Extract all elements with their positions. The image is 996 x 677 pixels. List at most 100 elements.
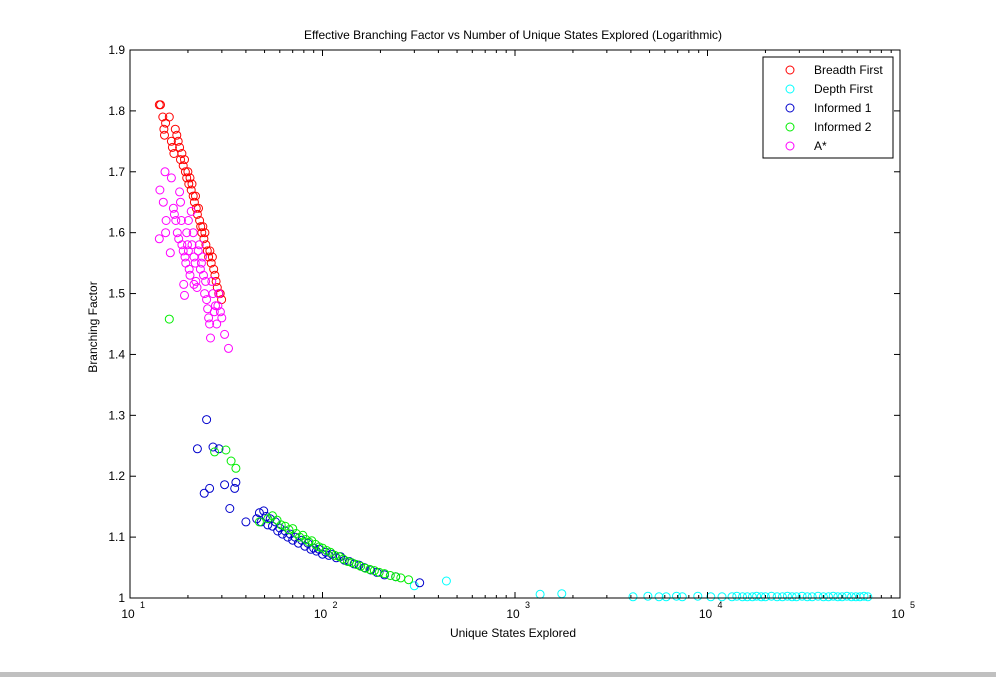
legend-label: Informed 2 — [814, 120, 872, 134]
data-point — [231, 463, 241, 473]
data-point — [156, 100, 165, 110]
x-tick-exponent: 2 — [333, 600, 338, 610]
data-point — [192, 444, 202, 454]
data-point — [201, 240, 211, 250]
data-point — [176, 197, 185, 207]
data-point — [818, 592, 828, 602]
data-point — [356, 561, 366, 571]
data-point — [259, 506, 269, 516]
data-point — [161, 216, 171, 225]
data-point — [198, 222, 208, 232]
data-point — [706, 592, 716, 602]
data-point — [166, 173, 176, 183]
data-point — [177, 149, 187, 158]
data-point — [155, 185, 165, 195]
series-3 — [164, 314, 414, 585]
data-point — [207, 252, 217, 262]
data-point — [391, 572, 401, 582]
data-point — [351, 560, 361, 569]
data-point — [369, 566, 379, 576]
x-tick-label: 10 — [699, 607, 713, 621]
data-point — [654, 592, 664, 602]
data-point — [366, 565, 376, 575]
data-point — [177, 240, 187, 250]
data-point — [374, 567, 384, 577]
data-point — [837, 592, 847, 602]
data-point — [797, 591, 807, 601]
data-point — [224, 343, 233, 353]
chart-title: Effective Branching Factor vs Number of … — [304, 28, 722, 42]
x-tick-label: 10 — [314, 607, 328, 621]
data-point — [189, 197, 199, 207]
data-point — [643, 591, 653, 601]
data-point — [717, 592, 727, 602]
data-point — [415, 578, 425, 588]
data-point — [181, 258, 191, 268]
x-tick-exponent: 5 — [910, 600, 915, 610]
data-point — [301, 535, 311, 544]
data-point — [792, 592, 801, 602]
data-point — [206, 333, 215, 343]
data-point — [360, 563, 370, 573]
data-point — [185, 173, 195, 183]
data-point — [628, 592, 638, 602]
data-point — [190, 258, 200, 268]
data-point — [170, 124, 180, 134]
data-point — [191, 276, 201, 286]
data-point — [207, 276, 217, 286]
data-point — [175, 142, 185, 152]
data-point — [807, 592, 817, 602]
data-point — [359, 563, 369, 573]
data-point — [206, 258, 216, 268]
data-point — [738, 592, 747, 602]
x-tick-label: 10 — [121, 607, 135, 621]
data-point — [180, 167, 190, 177]
y-axis-label: Branching Factor — [86, 281, 100, 372]
legend-label: Informed 1 — [814, 101, 872, 115]
data-point — [285, 529, 295, 539]
x-tick-exponent: 4 — [718, 600, 723, 610]
y-tick-label: 1 — [118, 591, 125, 605]
data-point — [199, 270, 208, 280]
series-4 — [154, 167, 233, 353]
data-point — [221, 445, 231, 455]
data-point — [196, 258, 206, 268]
y-tick-label: 1.5 — [108, 287, 125, 301]
data-point — [158, 112, 168, 122]
data-point — [171, 216, 181, 225]
data-point — [343, 557, 353, 566]
data-point — [396, 573, 406, 583]
data-point — [187, 240, 197, 250]
data-point — [160, 130, 169, 140]
data-point — [200, 228, 210, 238]
data-point — [677, 592, 687, 602]
data-point — [254, 508, 264, 518]
data-point — [183, 216, 193, 225]
data-point — [283, 532, 293, 542]
data-point — [189, 279, 199, 289]
data-point — [183, 240, 192, 250]
data-point — [213, 301, 223, 311]
x-axis-label: Unique States Explored — [450, 626, 576, 640]
data-point — [175, 187, 185, 197]
data-point — [772, 592, 782, 602]
data-point — [557, 589, 567, 599]
data-point — [208, 289, 218, 299]
y-tick-label: 1.1 — [108, 530, 125, 544]
data-point — [211, 276, 221, 286]
data-point — [186, 206, 196, 216]
data-point — [187, 179, 197, 189]
data-point — [180, 290, 189, 300]
data-point — [347, 558, 357, 568]
legend: Breadth First Depth First Informed 1 Inform… — [762, 56, 894, 159]
data-point — [330, 550, 340, 560]
data-point — [365, 564, 375, 574]
y-tick-label: 1.9 — [108, 43, 125, 57]
legend-marker — [785, 65, 795, 75]
series-2 — [192, 415, 425, 588]
data-point — [824, 592, 833, 602]
data-point — [220, 480, 230, 490]
data-point — [409, 581, 419, 591]
data-point — [742, 592, 752, 602]
data-point — [191, 203, 201, 213]
